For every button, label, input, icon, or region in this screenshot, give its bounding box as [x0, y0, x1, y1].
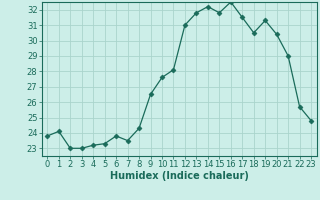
X-axis label: Humidex (Indice chaleur): Humidex (Indice chaleur): [110, 171, 249, 181]
